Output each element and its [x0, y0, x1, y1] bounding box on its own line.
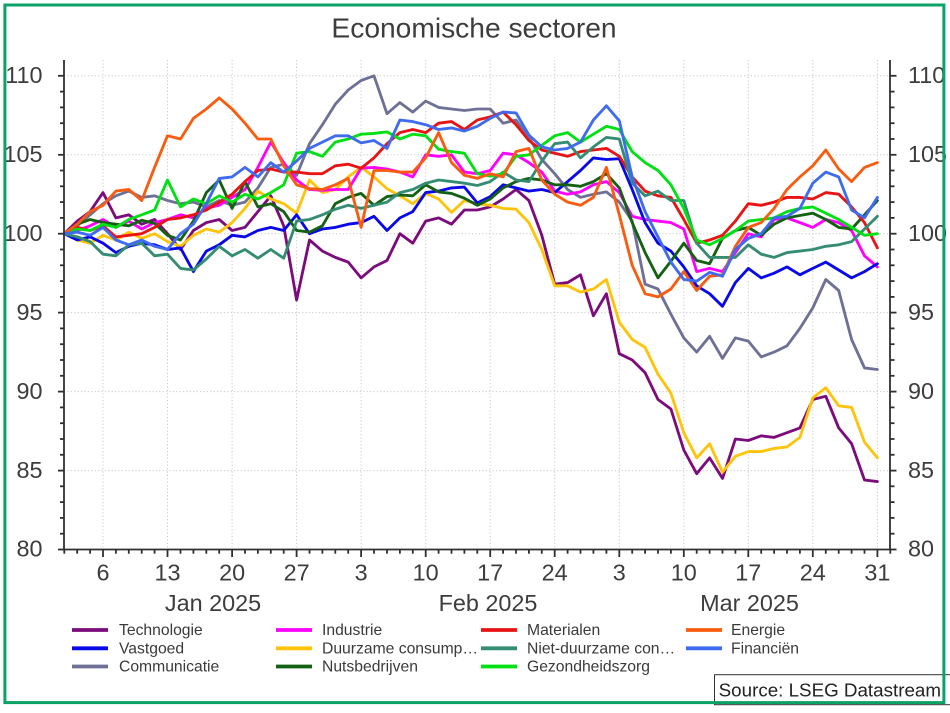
svg-text:Source: LSEG Datastream: Source: LSEG Datastream — [719, 680, 941, 701]
svg-text:Niet-duurzame con…: Niet-duurzame con… — [527, 641, 675, 658]
svg-text:Mar 2025: Mar 2025 — [700, 590, 799, 616]
svg-text:100: 100 — [908, 220, 947, 246]
svg-text:110: 110 — [5, 62, 42, 88]
svg-text:Economische sectoren: Economische sectoren — [331, 12, 616, 44]
svg-text:90: 90 — [908, 378, 934, 404]
svg-text:24: 24 — [542, 560, 568, 586]
svg-text:100: 100 — [3, 220, 42, 246]
svg-text:6: 6 — [96, 560, 109, 586]
svg-text:90: 90 — [16, 378, 42, 404]
svg-text:Nutsbedrijven: Nutsbedrijven — [322, 659, 418, 676]
svg-text:3: 3 — [355, 560, 368, 586]
svg-text:105: 105 — [908, 141, 947, 167]
svg-text:Gezondheidszorg: Gezondheidszorg — [527, 659, 650, 676]
svg-text:Technologie: Technologie — [119, 622, 203, 639]
svg-text:Industrie: Industrie — [322, 622, 382, 639]
svg-text:Duurzame consump…: Duurzame consump… — [322, 641, 478, 658]
svg-text:31: 31 — [864, 560, 890, 586]
svg-text:27: 27 — [284, 560, 310, 586]
svg-text:Energie: Energie — [731, 622, 785, 639]
svg-text:17: 17 — [477, 560, 503, 586]
svg-text:10: 10 — [413, 560, 439, 586]
svg-text:Jan 2025: Jan 2025 — [165, 590, 261, 616]
svg-text:95: 95 — [908, 299, 934, 325]
svg-text:80: 80 — [908, 536, 934, 562]
svg-text:Materialen: Materialen — [527, 622, 600, 639]
svg-text:95: 95 — [16, 299, 42, 325]
svg-text:13: 13 — [154, 560, 180, 586]
svg-text:Communicatie: Communicatie — [119, 659, 220, 676]
svg-text:85: 85 — [16, 457, 42, 483]
svg-text:17: 17 — [735, 560, 761, 586]
svg-text:85: 85 — [908, 457, 934, 483]
svg-text:Vastgoed: Vastgoed — [119, 641, 184, 658]
svg-text:24: 24 — [800, 560, 826, 586]
svg-text:110: 110 — [908, 62, 945, 88]
svg-text:80: 80 — [16, 536, 42, 562]
svg-text:20: 20 — [219, 560, 245, 586]
svg-text:Feb 2025: Feb 2025 — [439, 590, 538, 616]
svg-text:3: 3 — [613, 560, 626, 586]
svg-text:105: 105 — [3, 141, 42, 167]
svg-text:10: 10 — [671, 560, 697, 586]
svg-text:Financiën: Financiën — [731, 641, 799, 658]
